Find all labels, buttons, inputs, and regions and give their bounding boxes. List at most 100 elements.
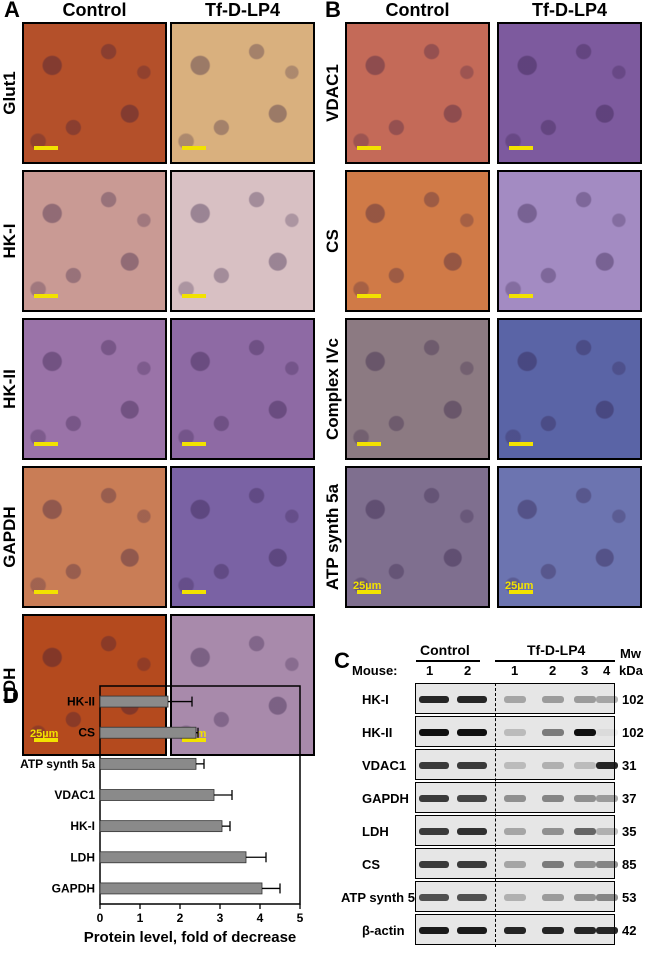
row-label-a: HK-II <box>0 369 19 409</box>
panel-c-letter: C <box>334 648 350 673</box>
blot-band <box>574 728 596 736</box>
micrograph-a-treated-gapdh <box>170 466 315 608</box>
blot-band <box>542 794 564 802</box>
blot-band <box>457 893 487 901</box>
wb-treated-group-line <box>495 660 615 662</box>
panel-b-treated-header: Tf-D-LP4 <box>532 0 607 20</box>
scale-bar <box>182 738 206 742</box>
category-label: LDH <box>70 850 95 864</box>
micrograph-a-control-glut1 <box>22 22 167 164</box>
x-tick-label: 2 <box>177 911 184 925</box>
blot-band <box>574 827 596 835</box>
blot-band <box>419 695 449 703</box>
blot-band <box>574 695 596 703</box>
blot-band <box>596 926 618 934</box>
mouse-number: 3 <box>581 663 589 678</box>
blot-band <box>504 926 526 934</box>
scale-bar-label: 25µm <box>353 580 382 592</box>
blot-strip <box>415 914 618 945</box>
scale-bar <box>357 442 381 446</box>
micrograph-b-treated: 25µm <box>497 466 642 608</box>
mouse-number: 2 <box>464 663 472 678</box>
blot-strip <box>415 683 618 714</box>
x-tick-label: 0 <box>97 911 104 925</box>
micrograph-b-control <box>345 318 490 460</box>
category-label: VDAC1 <box>54 788 95 802</box>
panel-b-control-header: Control <box>385 0 450 20</box>
blot-band <box>419 893 449 901</box>
blot-band <box>504 761 526 769</box>
blot-band <box>596 794 618 802</box>
blot-band <box>419 794 449 802</box>
blot-band <box>419 728 449 736</box>
blot-band <box>504 695 526 703</box>
blot-band <box>542 728 564 736</box>
row-label-b: Complex IVc <box>323 337 342 441</box>
micrograph-a-treated-hk-ii <box>170 318 315 460</box>
panel-d-letter: D <box>3 683 19 708</box>
scale-bar <box>357 590 381 594</box>
micrograph-a-control-hk-ii <box>22 318 167 460</box>
blot-mw-value: 85 <box>622 857 637 872</box>
row-label-b: ATP synth 5a <box>323 483 342 591</box>
blot-band <box>457 860 487 868</box>
bar <box>99 757 197 770</box>
blot-label: HK-II <box>362 725 393 740</box>
blot-band <box>504 893 526 901</box>
panel-a-control-header: Control <box>62 0 127 20</box>
blot-band <box>542 695 564 703</box>
category-label: GAPDH <box>52 881 95 895</box>
scale-bar <box>34 146 58 150</box>
blot-band <box>574 893 596 901</box>
blot-mw-value: 31 <box>622 758 637 773</box>
blot-band <box>504 827 526 835</box>
panel-a-letter: A <box>4 0 20 22</box>
mouse-number: 1 <box>426 663 434 678</box>
blot-band <box>504 860 526 868</box>
scale-bar <box>357 294 381 298</box>
blot-mw-value: 35 <box>622 824 637 839</box>
scale-bar <box>34 294 58 298</box>
category-label: HK-II <box>67 695 95 709</box>
row-label-a: Glut1 <box>0 71 19 115</box>
blot-strip <box>415 782 618 813</box>
scale-bar <box>34 442 58 446</box>
row-label-a: HK-I <box>0 223 19 259</box>
blot-strip <box>415 815 618 846</box>
blot-mw-value: 42 <box>622 923 637 938</box>
micrograph-a-treated-hk-i <box>170 170 315 312</box>
micrograph-a-control-gapdh <box>22 466 167 608</box>
blot-band <box>542 827 564 835</box>
blot-band <box>596 860 618 868</box>
blot-band <box>419 860 449 868</box>
blot-band <box>596 827 618 835</box>
scale-bar <box>509 442 533 446</box>
panel-b-letter: B <box>325 0 341 22</box>
blot-band <box>457 761 487 769</box>
scale-bar <box>509 146 533 150</box>
blot-label: VDAC1 <box>362 758 407 773</box>
scale-bar <box>182 146 206 150</box>
blot-mw-value: 102 <box>622 692 644 707</box>
blot-band <box>419 926 449 934</box>
bar <box>99 882 263 895</box>
blot-band <box>596 761 618 769</box>
blot-strip <box>415 848 618 879</box>
blot-band <box>574 926 596 934</box>
micrograph-a-treated-glut1 <box>170 22 315 164</box>
mouse-number: 4 <box>603 663 611 678</box>
x-tick-label: 5 <box>297 911 304 925</box>
scale-bar-label: 25µm <box>30 728 59 740</box>
wb-control-group-label: Control <box>420 642 470 658</box>
micrograph-b-treated <box>497 170 642 312</box>
panel-d-bar-chart: HK-II CS ATP synth 5a VDAC1 HK-I LDH GAPDH 0 1 2 3… <box>20 685 304 946</box>
micrograph-b-control: 25µm <box>345 466 490 608</box>
blot-band <box>596 728 618 736</box>
mouse-number: 1 <box>511 663 519 678</box>
panel-a-treated-header: Tf-D-LP4 <box>205 0 280 20</box>
blot-label: GAPDH <box>362 791 409 806</box>
wb-control-group-line <box>416 660 480 662</box>
bar <box>99 789 215 801</box>
blot-band <box>596 893 618 901</box>
blot-label: CS <box>362 857 381 872</box>
